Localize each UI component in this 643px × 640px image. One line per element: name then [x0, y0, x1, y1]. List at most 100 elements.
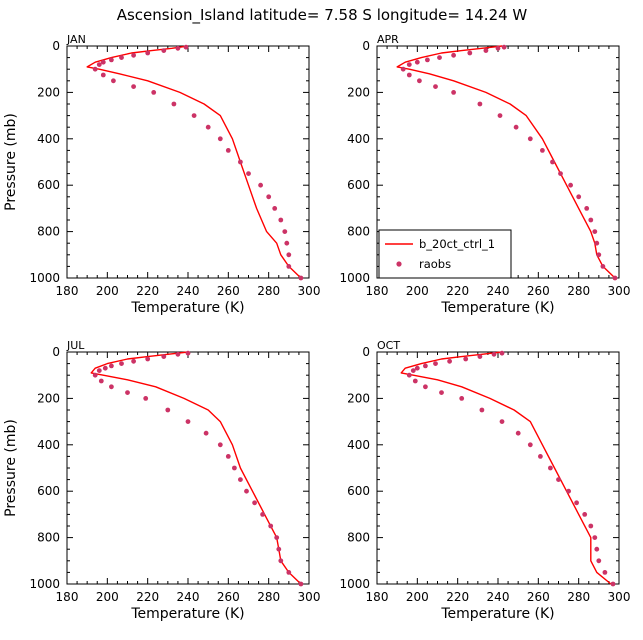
raobs-point: [111, 78, 116, 84]
raobs-point: [406, 62, 412, 67]
x-tick-label: 200: [406, 590, 429, 604]
raobs-point: [527, 442, 533, 448]
x-tick-label: 280: [257, 590, 280, 604]
raobs-point: [499, 350, 505, 356]
x-tick-label: 300: [608, 590, 631, 604]
raobs-point: [451, 52, 456, 58]
raobs-point: [501, 44, 507, 50]
y-tick-label: 200: [347, 391, 370, 405]
panel-label: JUL: [66, 339, 85, 352]
raobs-point: [161, 354, 167, 359]
raobs-point: [109, 57, 114, 63]
raobs-point: [143, 396, 149, 401]
raobs-point: [596, 558, 602, 564]
x-tick-label: 280: [567, 590, 590, 604]
raobs-point: [203, 430, 209, 436]
model-profile-line: [90, 351, 302, 585]
raobs-point: [175, 351, 181, 357]
plot-frame: [66, 351, 310, 585]
raobs-point: [183, 44, 189, 50]
x-tick-label: 220: [446, 284, 469, 298]
x-axis-label: Temperature (K): [440, 606, 554, 622]
raobs-point: [423, 384, 428, 390]
raobs-point: [131, 52, 137, 58]
raobs-point: [286, 264, 292, 269]
x-tick-label: 300: [298, 590, 321, 604]
y-tick-label: 400: [37, 438, 60, 452]
raobs-point: [513, 124, 519, 130]
raobs-point: [252, 500, 257, 506]
raobs-point: [548, 465, 553, 471]
raobs-point: [433, 84, 438, 89]
raobs-point: [165, 407, 171, 413]
raobs-point: [463, 356, 469, 362]
x-axis-label: Temperature (K): [130, 300, 244, 316]
x-tick-label: 260: [527, 284, 550, 298]
raobs-point: [584, 206, 590, 211]
raobs-point: [171, 101, 177, 107]
raobs-point: [602, 570, 608, 575]
legend-box: [378, 229, 512, 279]
y-tick-label: 0: [52, 39, 60, 53]
y-tick-label: 800: [347, 225, 370, 239]
x-tick-label: 260: [527, 590, 550, 604]
raobs-point: [100, 72, 106, 78]
y-tick-label: 1000: [29, 577, 60, 591]
raobs-point: [102, 365, 108, 371]
raobs-point: [268, 523, 274, 529]
y-tick-label: 400: [37, 132, 60, 146]
raobs-point: [410, 368, 416, 373]
y-tick-label: 0: [52, 345, 60, 359]
y-tick-label: 200: [37, 391, 60, 405]
x-tick-label: 220: [136, 590, 159, 604]
raobs-point: [467, 50, 473, 56]
raobs-point: [131, 84, 137, 89]
raobs-point: [477, 101, 483, 107]
x-tick-label: 180: [56, 590, 79, 604]
raobs-point: [550, 159, 555, 165]
x-tick-label: 260: [217, 590, 240, 604]
panel-jan: 180 200 220 240 260 280 300 0 200 400 600 800 1000 Te…: [3, 33, 320, 316]
raobs-point: [258, 182, 263, 188]
raobs-point: [286, 252, 292, 258]
raobs-point: [594, 240, 600, 246]
x-tick-label: 220: [446, 590, 469, 604]
panel-jul: 180 200 220 240 260 280 300 0 200 400 600 800 1000 Te…: [3, 339, 320, 622]
raobs-point: [491, 351, 497, 357]
raobs-point: [145, 50, 151, 56]
x-tick-label: 300: [298, 284, 321, 298]
raobs-point: [515, 430, 521, 436]
y-tick-label: 1000: [339, 271, 370, 285]
raobs-point: [246, 171, 251, 177]
raobs-point: [284, 240, 290, 246]
legend-label: b_20ct_ctrl_1: [419, 237, 495, 251]
plot-frame: [66, 45, 310, 279]
raobs-point: [495, 45, 501, 51]
raobs-point: [406, 72, 412, 78]
panel-apr: 180 200 220 240 260 280 300 0 200 400 600 800 1000 Te…: [339, 33, 630, 316]
raobs-point: [596, 252, 602, 258]
raobs-point: [538, 454, 543, 459]
y-tick-label: 600: [347, 178, 370, 192]
raobs-point: [276, 546, 282, 552]
model-profile-line: [400, 351, 612, 585]
x-tick-label: 280: [567, 284, 590, 298]
y-tick-label: 200: [347, 85, 370, 99]
raobs-point: [109, 363, 114, 369]
y-tick-label: 400: [347, 438, 370, 452]
raobs-point: [238, 477, 243, 482]
raobs-point: [244, 488, 249, 494]
y-tick-label: 800: [347, 531, 370, 545]
x-tick-label: 180: [366, 590, 389, 604]
x-tick-label: 200: [406, 284, 429, 298]
panel-oct: 180 200 220 240 260 280 300 0 200 400 600 800 1000 Te…: [339, 339, 630, 622]
raobs-point: [588, 217, 594, 223]
raobs-point: [266, 194, 272, 200]
model-profile-line: [396, 45, 616, 279]
raobs-point: [161, 48, 167, 53]
raobs-point: [437, 55, 442, 60]
raobs-point: [225, 148, 231, 153]
raobs-point: [576, 194, 582, 200]
figure-title: Ascension_Island latitude= 7.58 S longit…: [117, 6, 528, 25]
raobs-point: [286, 570, 292, 575]
